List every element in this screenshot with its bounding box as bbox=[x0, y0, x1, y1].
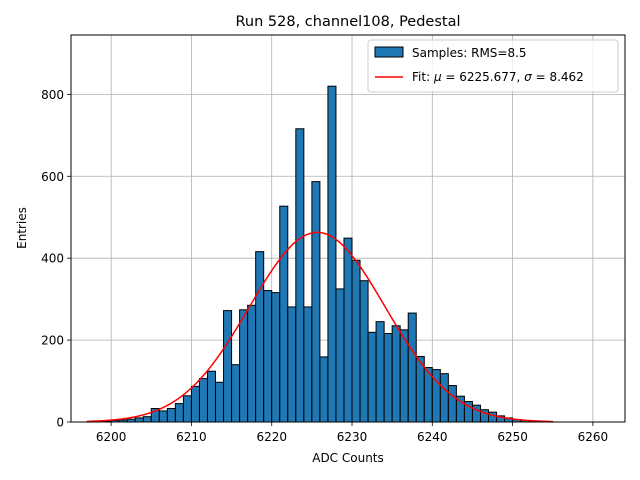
y-tick-label: 400 bbox=[41, 252, 64, 266]
legend-hist-swatch bbox=[374, 46, 404, 58]
y-tick-label: 200 bbox=[41, 334, 64, 348]
histogram-bar bbox=[279, 205, 289, 423]
histogram-bar bbox=[439, 373, 449, 423]
y-axis-label: Entries bbox=[15, 207, 29, 249]
histogram-bar bbox=[471, 404, 481, 423]
histogram-bar bbox=[383, 333, 393, 423]
histogram-bar bbox=[134, 417, 144, 423]
histogram-bar bbox=[174, 403, 184, 423]
histogram-bar bbox=[303, 306, 313, 423]
legend-box bbox=[367, 39, 619, 93]
histogram-bar bbox=[247, 304, 257, 423]
x-tick-label: 6240 bbox=[417, 430, 448, 444]
histogram-bar bbox=[239, 309, 249, 423]
chart-title: Run 528, channel108, Pedestal bbox=[235, 14, 460, 30]
x-tick-label: 6220 bbox=[256, 430, 287, 444]
histogram-bar bbox=[351, 259, 361, 423]
legend-fit-sigma-symbol: σ bbox=[524, 70, 532, 84]
histogram-bar bbox=[311, 181, 321, 423]
histogram-bar bbox=[447, 385, 457, 423]
histogram-bar bbox=[255, 251, 265, 423]
legend-fit-prefix: Fit: bbox=[412, 70, 434, 84]
y-tick-label: 800 bbox=[41, 88, 64, 102]
histogram-bar bbox=[287, 306, 297, 423]
histogram-bar bbox=[215, 381, 225, 423]
y-tick-label: 0 bbox=[56, 416, 64, 430]
histogram-bar bbox=[343, 237, 353, 423]
x-tick-label: 6210 bbox=[176, 430, 207, 444]
histogram-bar bbox=[319, 356, 329, 423]
histogram-bar bbox=[375, 321, 385, 423]
histogram-bars bbox=[86, 85, 554, 423]
histogram-bar bbox=[198, 378, 208, 423]
histogram-bar bbox=[271, 292, 281, 423]
histogram-bar bbox=[367, 331, 377, 423]
x-tick-label: 6200 bbox=[96, 430, 127, 444]
legend-fit-label: Fit: μ = 6225.677, σ = 8.462 bbox=[412, 70, 584, 84]
legend-fit-mu-value: = 6225.677, bbox=[442, 70, 525, 84]
histogram-bar bbox=[327, 85, 337, 423]
x-axis-label: ADC Counts bbox=[312, 451, 384, 465]
legend-fit-sigma-value: = 8.462 bbox=[532, 70, 584, 84]
x-tick-label: 6250 bbox=[497, 430, 528, 444]
histogram-bar bbox=[142, 416, 152, 423]
x-axis-ticks: 6200 6210 6220 6230 6240 6250 6260 bbox=[96, 422, 608, 444]
x-tick-label: 6260 bbox=[578, 430, 609, 444]
histogram-bar bbox=[335, 288, 345, 423]
histogram-bar bbox=[231, 364, 241, 423]
histogram-bar bbox=[359, 280, 369, 423]
fit-curve-group bbox=[87, 231, 553, 423]
histogram-bar bbox=[407, 312, 417, 423]
y-tick-label: 600 bbox=[41, 170, 64, 184]
fit-curve bbox=[87, 231, 553, 423]
legend: Samples: RMS=8.5 Fit: μ = 6225.677, σ = … bbox=[367, 39, 619, 93]
histogram-bar bbox=[391, 325, 401, 423]
histogram-bar bbox=[158, 410, 168, 423]
histogram-bar bbox=[166, 407, 176, 423]
histogram-bar bbox=[223, 310, 233, 423]
histogram-bar bbox=[190, 385, 200, 423]
histogram-bar bbox=[182, 395, 192, 423]
y-axis-ticks: 0 200 400 600 800 bbox=[41, 88, 71, 430]
legend-hist-label: Samples: RMS=8.5 bbox=[412, 46, 527, 60]
histogram-bar bbox=[206, 370, 217, 423]
histogram-bar bbox=[263, 290, 273, 423]
legend-fit-mu-symbol: μ bbox=[433, 70, 442, 84]
plot-frame bbox=[70, 34, 626, 423]
x-tick-label: 6230 bbox=[337, 430, 368, 444]
histogram-bar bbox=[295, 128, 305, 423]
